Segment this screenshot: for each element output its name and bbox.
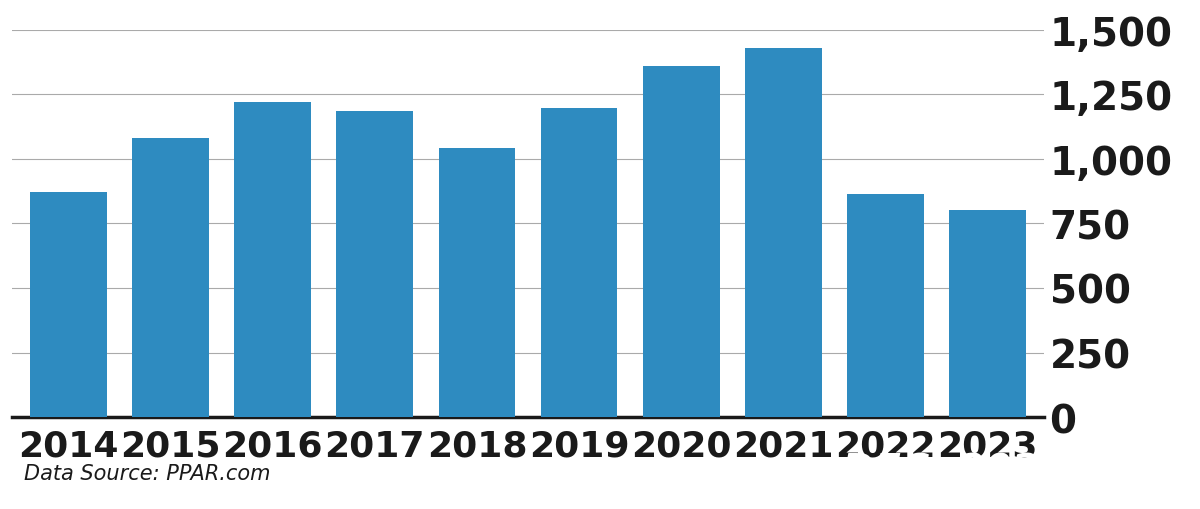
Bar bbox=[643, 67, 720, 417]
Bar bbox=[745, 48, 822, 417]
Text: Data Source: PPAR.com: Data Source: PPAR.com bbox=[24, 463, 270, 484]
Bar bbox=[847, 194, 924, 417]
Bar bbox=[949, 211, 1026, 417]
Bar bbox=[541, 109, 618, 417]
Bar bbox=[132, 139, 209, 417]
Bar bbox=[438, 149, 515, 417]
Bar bbox=[234, 103, 311, 417]
Bar bbox=[30, 193, 107, 417]
Text: DEC. 2023: DEC. 2023 bbox=[842, 452, 1066, 490]
Bar bbox=[336, 112, 413, 417]
